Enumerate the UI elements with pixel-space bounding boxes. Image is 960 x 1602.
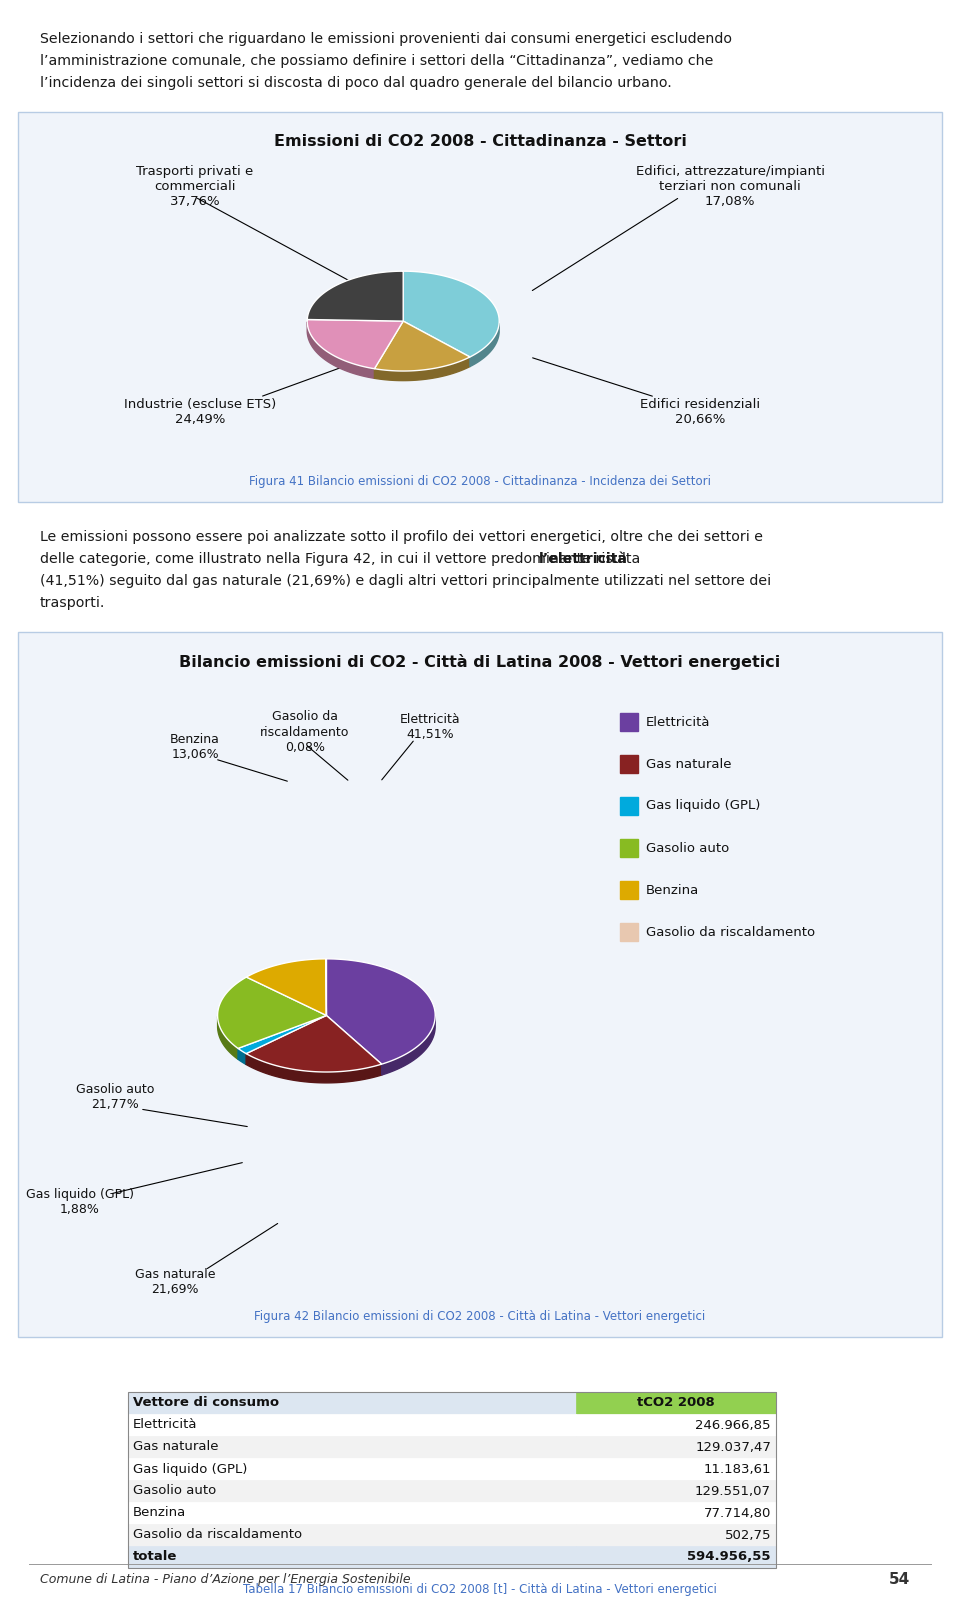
Text: trasporti.: trasporti. <box>40 596 106 610</box>
Text: Tabella 17 Bilancio emissioni di CO2 2008 [t] - Città di Latina - Vettori energe: Tabella 17 Bilancio emissioni di CO2 200… <box>243 1583 717 1596</box>
Bar <box>128 1392 576 1415</box>
Polygon shape <box>470 324 499 367</box>
Polygon shape <box>374 320 470 372</box>
Bar <box>620 839 638 857</box>
Text: Edifici residenziali
20,66%: Edifici residenziali 20,66% <box>640 397 760 426</box>
Text: 11.183,61: 11.183,61 <box>704 1463 771 1475</box>
Text: 594.956,55: 594.956,55 <box>687 1551 771 1564</box>
Text: Elettricità
41,51%: Elettricità 41,51% <box>399 713 460 742</box>
Text: 502,75: 502,75 <box>725 1528 771 1541</box>
Bar <box>620 713 638 731</box>
Bar <box>128 1480 576 1503</box>
Bar <box>576 1503 776 1524</box>
Text: Gasolio da riscaldamento: Gasolio da riscaldamento <box>646 926 815 939</box>
Polygon shape <box>218 1017 238 1059</box>
Polygon shape <box>307 322 374 378</box>
Polygon shape <box>403 271 499 357</box>
Text: 129.551,07: 129.551,07 <box>695 1485 771 1498</box>
Text: Gas liquido (GPL): Gas liquido (GPL) <box>133 1463 248 1475</box>
Text: Figura 42 Bilancio emissioni di CO2 2008 - Città di Latina - Vettori energetici: Figura 42 Bilancio emissioni di CO2 2008… <box>254 1310 706 1323</box>
Polygon shape <box>382 1017 435 1075</box>
Bar <box>128 1546 576 1568</box>
Text: 129.037,47: 129.037,47 <box>695 1440 771 1453</box>
Text: Benzina: Benzina <box>133 1506 186 1520</box>
Text: l’elettricità: l’elettricità <box>539 553 628 566</box>
Text: totale: totale <box>133 1551 178 1564</box>
Text: Figura 41 Bilancio emissioni di CO2 2008 - Cittadinanza - Incidenza dei Settori: Figura 41 Bilancio emissioni di CO2 2008… <box>249 476 711 489</box>
Bar <box>576 1392 776 1415</box>
Bar <box>128 1392 776 1568</box>
Text: Gas liquido (GPL)
1,88%: Gas liquido (GPL) 1,88% <box>26 1189 134 1216</box>
Bar <box>620 755 638 774</box>
Bar <box>576 1435 776 1458</box>
Text: Gasolio auto: Gasolio auto <box>646 841 730 854</box>
Bar <box>576 1480 776 1503</box>
Text: Bilancio emissioni di CO2 - Città di Latina 2008 - Vettori energetici: Bilancio emissioni di CO2 - Città di Lat… <box>180 654 780 670</box>
Polygon shape <box>247 960 326 1016</box>
Text: Benzina: Benzina <box>646 883 699 897</box>
Polygon shape <box>307 319 403 368</box>
Polygon shape <box>246 1016 382 1072</box>
Text: Gas naturale: Gas naturale <box>646 758 732 771</box>
Bar <box>128 1435 576 1458</box>
Text: 246.966,85: 246.966,85 <box>695 1418 771 1432</box>
Text: Emissioni di CO2 2008 - Cittadinanza - Settori: Emissioni di CO2 2008 - Cittadinanza - S… <box>274 135 686 149</box>
Text: Gasolio auto: Gasolio auto <box>133 1485 216 1498</box>
Bar <box>128 1458 576 1480</box>
Polygon shape <box>238 1048 246 1064</box>
Text: tCO2 2008: tCO2 2008 <box>637 1397 715 1410</box>
Text: Vettore di consumo: Vettore di consumo <box>133 1397 279 1410</box>
Text: Trasporti privati e
commerciali
37,76%: Trasporti privati e commerciali 37,76% <box>136 165 253 208</box>
Polygon shape <box>307 271 403 320</box>
Bar <box>576 1524 776 1546</box>
Polygon shape <box>326 960 435 1064</box>
Bar <box>576 1415 776 1435</box>
Bar <box>620 923 638 940</box>
Bar <box>128 1503 576 1524</box>
Text: Gasolio auto
21,77%: Gasolio auto 21,77% <box>76 1083 155 1112</box>
Polygon shape <box>238 1016 326 1054</box>
Bar <box>620 881 638 899</box>
Bar <box>576 1458 776 1480</box>
Text: Gasolio da riscaldamento: Gasolio da riscaldamento <box>133 1528 302 1541</box>
Text: Gas naturale: Gas naturale <box>133 1440 219 1453</box>
Text: Industrie (escluse ETS)
24,49%: Industrie (escluse ETS) 24,49% <box>124 397 276 426</box>
Text: Gas naturale
21,69%: Gas naturale 21,69% <box>134 1269 215 1296</box>
Text: 54: 54 <box>889 1573 910 1588</box>
Text: 77.714,80: 77.714,80 <box>704 1506 771 1520</box>
Text: delle categorie, come illustrato nella Figura 42, in cui il vettore predominante: delle categorie, come illustrato nella F… <box>40 553 645 566</box>
Bar <box>576 1546 776 1568</box>
FancyBboxPatch shape <box>18 633 942 1338</box>
Text: Selezionando i settori che riguardano le emissioni provenienti dai consumi energ: Selezionando i settori che riguardano le… <box>40 32 732 46</box>
Text: Comune di Latina - Piano d’Azione per l’Energia Sostenibile: Comune di Latina - Piano d’Azione per l’… <box>40 1573 411 1586</box>
Text: Le emissioni possono essere poi analizzate sotto il profilo dei vettori energeti: Le emissioni possono essere poi analizza… <box>40 530 763 545</box>
Text: (41,51%) seguito dal gas naturale (21,69%) e dagli altri vettori principalmente : (41,51%) seguito dal gas naturale (21,69… <box>40 574 771 588</box>
Bar <box>128 1415 576 1435</box>
Text: Gasolio da
riscaldamento
0,08%: Gasolio da riscaldamento 0,08% <box>260 711 349 753</box>
Polygon shape <box>246 1054 382 1083</box>
Text: l’incidenza dei singoli settori si discosta di poco dal quadro generale del bila: l’incidenza dei singoli settori si disco… <box>40 75 672 90</box>
Text: l’amministrazione comunale, che possiamo definire i settori della “Cittadinanza”: l’amministrazione comunale, che possiamo… <box>40 54 713 67</box>
Text: Benzina
13,06%: Benzina 13,06% <box>170 734 220 761</box>
Text: Elettricità: Elettricità <box>133 1418 198 1432</box>
Text: Elettricità: Elettricità <box>646 716 710 729</box>
Text: Gas liquido (GPL): Gas liquido (GPL) <box>646 799 760 812</box>
Bar <box>620 798 638 815</box>
FancyBboxPatch shape <box>18 112 942 501</box>
Bar <box>128 1524 576 1546</box>
Polygon shape <box>374 357 470 381</box>
Polygon shape <box>218 977 326 1048</box>
Text: Edifici, attrezzature/impianti
terziari non comunali
17,08%: Edifici, attrezzature/impianti terziari … <box>636 165 825 208</box>
